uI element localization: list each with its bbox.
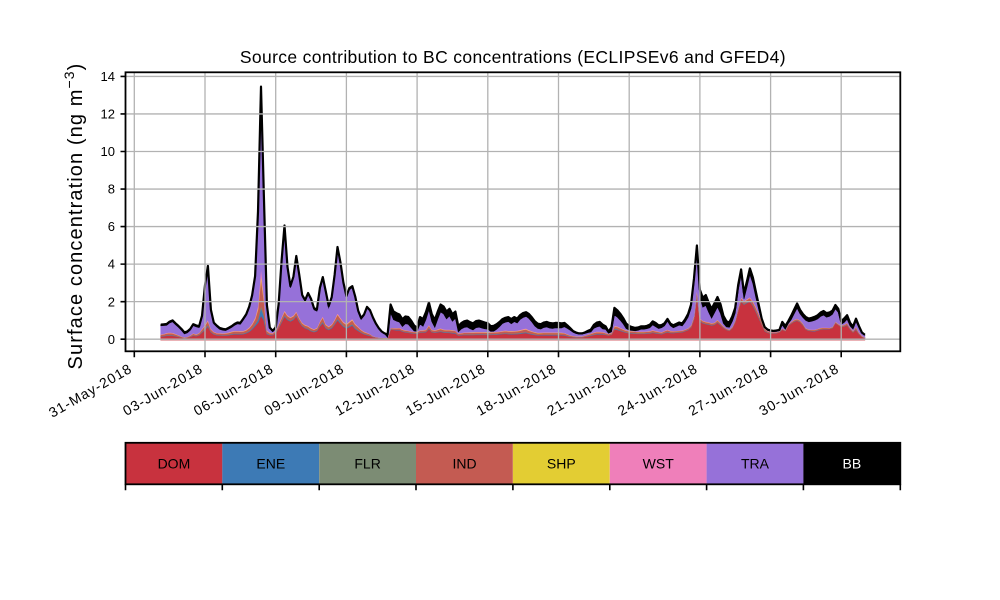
svg-text:14: 14 bbox=[101, 69, 115, 84]
svg-text:SHP: SHP bbox=[547, 455, 576, 471]
svg-text:Source contribution to BC conc: Source contribution to BC concentrations… bbox=[240, 47, 786, 67]
svg-text:Surface concentration (ng m−3): Surface concentration (ng m−3) bbox=[61, 63, 87, 370]
svg-text:WST: WST bbox=[643, 455, 675, 471]
svg-text:12: 12 bbox=[101, 107, 115, 122]
svg-text:BB: BB bbox=[843, 455, 862, 471]
svg-text:TRA: TRA bbox=[741, 455, 770, 471]
svg-text:DOM: DOM bbox=[158, 455, 191, 471]
svg-text:4: 4 bbox=[108, 257, 115, 272]
svg-text:ENE: ENE bbox=[256, 455, 285, 471]
svg-text:6: 6 bbox=[108, 219, 115, 234]
svg-text:2: 2 bbox=[108, 294, 115, 309]
svg-text:8: 8 bbox=[108, 182, 115, 197]
svg-text:IND: IND bbox=[452, 455, 476, 471]
svg-text:0: 0 bbox=[108, 332, 115, 347]
svg-text:FLR: FLR bbox=[354, 455, 380, 471]
svg-text:10: 10 bbox=[101, 144, 115, 159]
